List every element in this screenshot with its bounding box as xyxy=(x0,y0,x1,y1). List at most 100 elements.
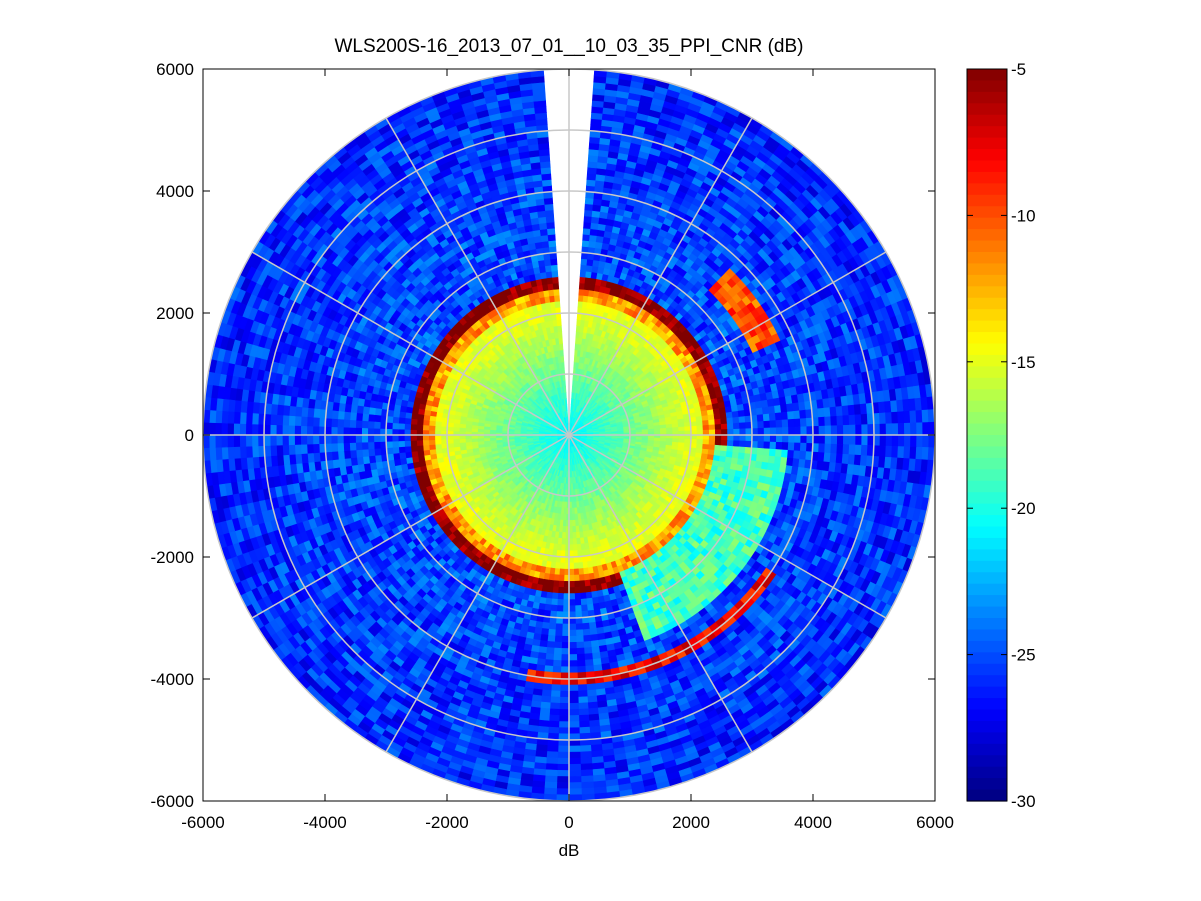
heatmap-cell xyxy=(410,423,418,430)
heatmap-cell xyxy=(337,450,345,460)
heatmap-cell xyxy=(559,678,570,686)
heatmap-cell xyxy=(349,434,356,443)
heatmap-cell xyxy=(276,444,284,456)
heatmap-cell xyxy=(361,448,370,458)
heatmap-cell xyxy=(306,416,314,427)
heatmap-cell xyxy=(343,418,351,428)
heatmap-cell xyxy=(398,416,406,424)
heatmap-cell xyxy=(558,709,570,716)
heatmap-cell xyxy=(416,434,423,441)
heatmap-cell xyxy=(221,446,229,460)
heatmap-cell xyxy=(410,429,417,436)
heatmap-cell xyxy=(349,411,357,421)
heatmap-cell xyxy=(563,581,570,588)
heatmap-cell xyxy=(543,665,554,673)
heatmap-cell xyxy=(355,427,363,436)
heatmap-cell xyxy=(398,451,407,460)
heatmap-cell xyxy=(556,776,570,784)
heatmap-cell xyxy=(541,683,552,691)
heatmap-cell xyxy=(349,427,356,436)
heatmap-cell xyxy=(554,635,563,643)
heatmap-cell xyxy=(559,562,565,570)
heatmap-cell xyxy=(300,415,308,427)
heatmap-cell xyxy=(300,425,308,436)
heatmap-cell xyxy=(397,428,405,436)
heatmap-cell xyxy=(556,788,570,796)
heatmap-cell xyxy=(559,684,570,692)
heatmap-cell xyxy=(221,410,229,424)
heatmap-cell xyxy=(294,444,302,455)
heatmap-cell xyxy=(561,623,570,631)
heatmap-cell xyxy=(281,424,289,436)
heatmap-cell xyxy=(233,446,241,459)
heatmap-cell xyxy=(203,421,210,436)
heatmap-cell xyxy=(539,701,551,710)
heatmap-cell xyxy=(391,440,399,448)
heatmap-cell xyxy=(312,416,320,427)
heatmap-cell xyxy=(276,414,284,426)
heatmap-cell xyxy=(550,604,558,612)
heatmap-cell xyxy=(312,434,320,445)
heatmap-cell xyxy=(306,425,314,436)
heatmap-cell xyxy=(560,672,570,680)
heatmap-cell xyxy=(545,653,555,661)
heatmap-cell xyxy=(373,441,381,449)
heatmap-cell xyxy=(208,422,216,436)
heatmap-cell xyxy=(392,446,400,454)
heatmap-cell xyxy=(556,605,564,613)
heatmap-cell xyxy=(336,426,344,436)
heatmap-cell xyxy=(538,713,550,722)
heatmap-cell xyxy=(288,424,295,436)
heatmap-cell xyxy=(541,621,550,630)
heatmap-cell xyxy=(554,629,563,637)
heatmap-cell xyxy=(288,444,296,455)
heatmap-cell xyxy=(391,434,399,442)
heatmap-cell xyxy=(269,444,278,457)
heatmap-cell xyxy=(374,407,383,416)
heatmap-cell xyxy=(410,450,419,458)
heatmap-cell xyxy=(251,412,259,425)
heatmap-cell xyxy=(220,434,228,448)
heatmap-cell xyxy=(367,420,375,429)
heatmap-cell xyxy=(282,404,291,416)
heatmap-cell xyxy=(373,421,381,429)
heatmap-cell xyxy=(403,434,411,442)
heatmap-cell xyxy=(312,425,320,436)
heatmap-cell xyxy=(342,426,350,436)
heatmap-cell xyxy=(434,443,442,450)
heatmap-cell xyxy=(263,424,271,436)
heatmap-cell xyxy=(558,721,570,729)
heatmap-cell xyxy=(227,446,235,460)
heatmap-cell xyxy=(251,445,259,458)
heatmap-cell xyxy=(558,727,570,735)
heatmap-cell xyxy=(263,434,271,446)
heatmap-cell xyxy=(367,441,375,450)
heatmap-cell xyxy=(318,434,326,445)
heatmap-cell xyxy=(541,689,552,697)
heatmap-cell xyxy=(349,442,357,451)
heatmap-cell xyxy=(563,587,570,594)
heatmap-cell xyxy=(282,414,290,426)
heatmap-cell xyxy=(331,409,339,420)
heatmap-cell xyxy=(548,714,560,722)
heatmap-cell xyxy=(300,406,309,418)
heatmap-cell xyxy=(422,424,430,431)
heatmap-cell xyxy=(440,425,448,432)
heatmap-cell xyxy=(233,411,241,424)
heatmap-cell xyxy=(385,434,393,442)
heatmap-cell xyxy=(422,439,430,446)
heatmap-cell xyxy=(553,647,562,655)
heatmap-cell xyxy=(551,592,559,600)
heatmap-cell xyxy=(373,414,382,423)
heatmap-cell xyxy=(349,419,357,428)
heatmap-cell xyxy=(220,422,228,436)
heatmap-cell xyxy=(294,415,302,426)
heatmap-cell xyxy=(548,622,557,631)
heatmap-cell xyxy=(563,574,570,582)
heatmap-cell xyxy=(416,429,423,436)
heatmap-cell xyxy=(416,444,424,452)
heatmap-cell xyxy=(282,454,291,466)
heatmap-cell xyxy=(552,586,559,594)
heatmap-cell xyxy=(452,438,460,444)
heatmap-cell xyxy=(355,419,363,429)
